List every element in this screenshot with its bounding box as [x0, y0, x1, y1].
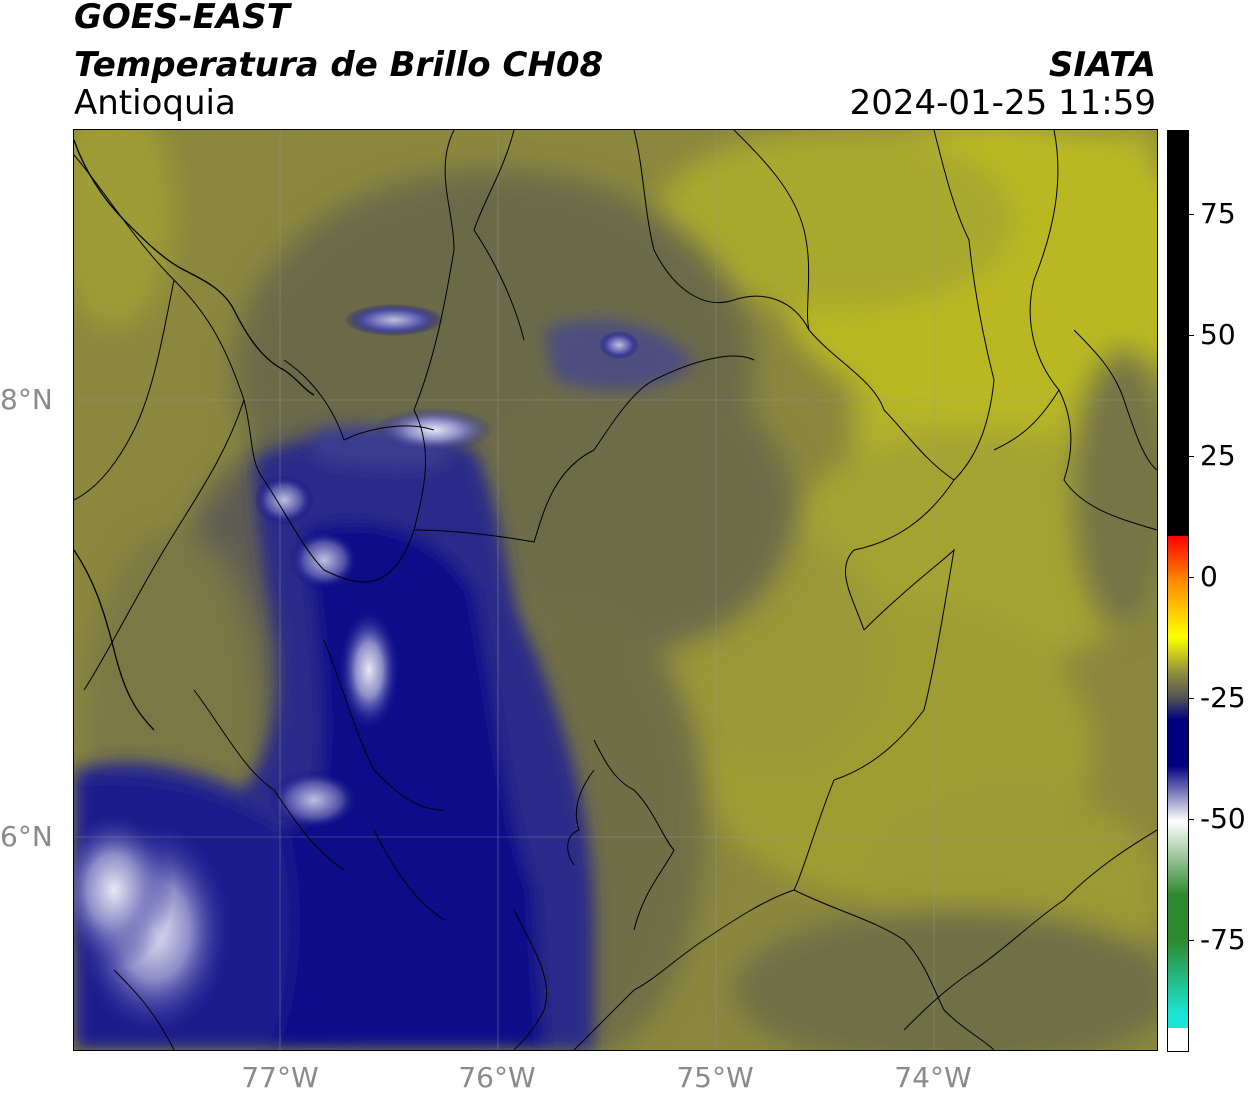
title-satellite: GOES-EAST: [74, 0, 290, 37]
warm-yellow-areas: [74, 130, 1157, 990]
title-product: Temperatura de Brillo CH08: [74, 45, 604, 85]
lat-label-6n: 6°N: [0, 820, 53, 853]
timestamp-label: 2024-01-25 11:59: [849, 83, 1156, 123]
brightness-temperature-map: [73, 129, 1158, 1051]
graticule: [74, 130, 1157, 1050]
colorbar-label-neg25: -25: [1200, 681, 1246, 714]
organization-label: SIATA: [1048, 45, 1156, 85]
lon-label-76w: 76°W: [458, 1061, 536, 1094]
colorbar-tick-neg75: [1188, 940, 1194, 941]
colorbar-tick-50: [1188, 335, 1194, 336]
colorbar-tick-neg25: [1188, 698, 1194, 699]
colorbar-label-50: 50: [1200, 318, 1236, 351]
colorbar-tick-25: [1188, 456, 1194, 457]
title-region: Antioquia: [74, 83, 236, 123]
colorbar-label-neg50: -50: [1200, 802, 1246, 835]
department-boundaries: [74, 130, 1157, 1050]
colorbar: [1167, 130, 1189, 1052]
colorbar-label-0: 0: [1200, 560, 1218, 593]
colorbar-label-75: 75: [1200, 197, 1236, 230]
coastline: [74, 139, 315, 731]
colorbar-tick-0: [1188, 577, 1194, 578]
colorbar-tick-75: [1188, 214, 1194, 215]
coldest-cloud-tops: [74, 304, 639, 1040]
colorbar-tick-neg50: [1188, 819, 1194, 820]
colorbar-label-neg75: -75: [1200, 923, 1246, 956]
lon-label-74w: 74°W: [894, 1061, 972, 1094]
colorbar-label-25: 25: [1200, 439, 1236, 472]
lon-label-75w: 75°W: [676, 1061, 754, 1094]
lat-label-8n: 8°N: [0, 383, 53, 416]
lon-label-77w: 77°W: [241, 1061, 319, 1094]
map-canvas: [74, 130, 1157, 1050]
